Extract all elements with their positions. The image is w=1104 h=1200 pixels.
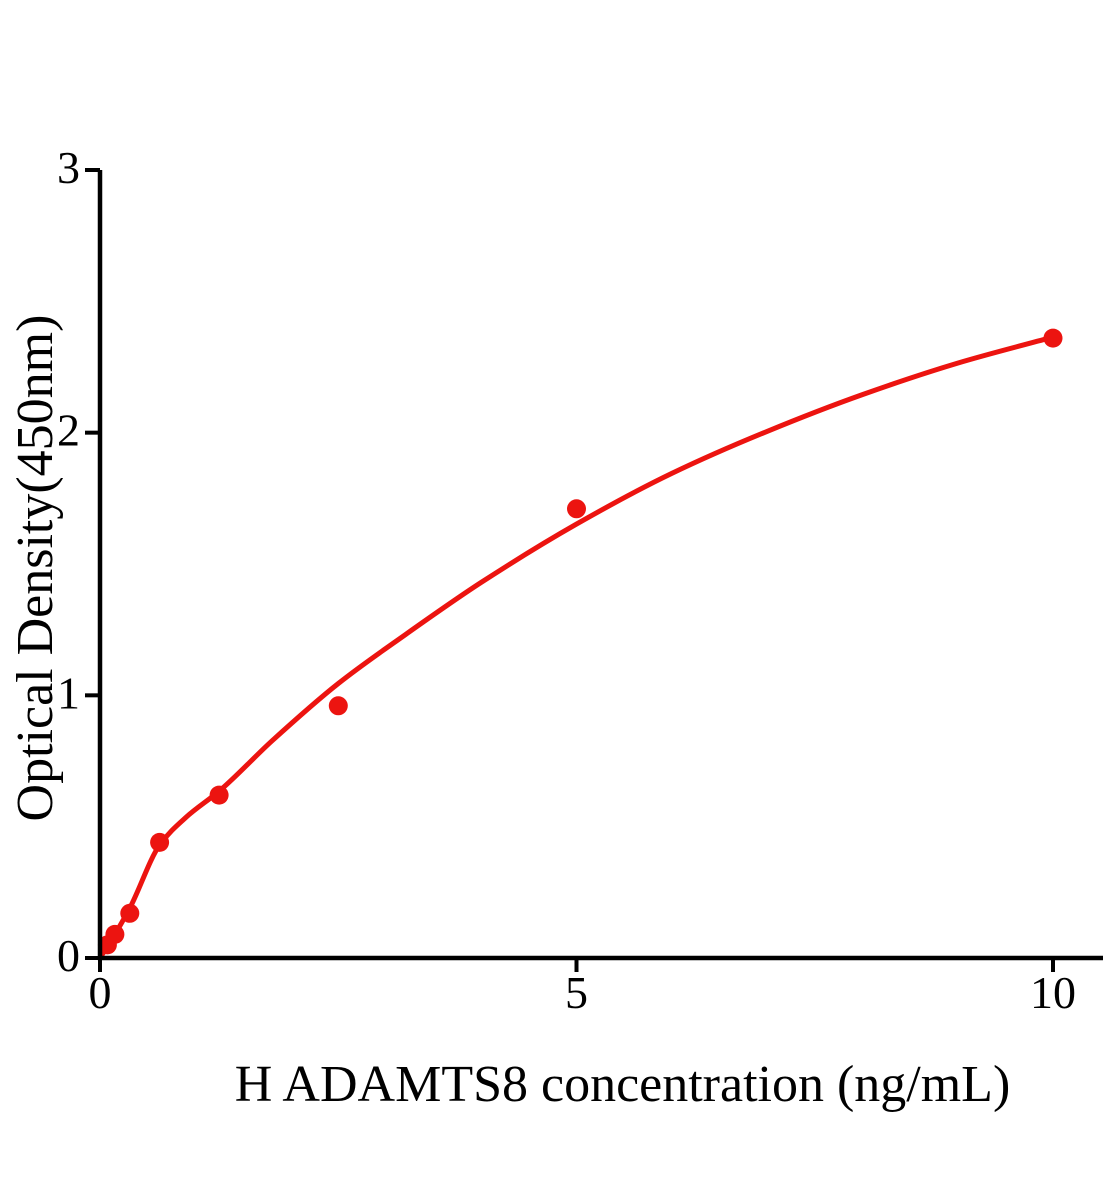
y-axis-title: Optical Density(450nm)	[7, 314, 64, 822]
fit-curve-path	[97, 334, 1056, 961]
data-point	[209, 785, 229, 805]
data-point	[120, 903, 140, 923]
data-point	[150, 832, 170, 852]
data-point	[328, 696, 348, 716]
x-tick-label: 0	[89, 967, 112, 1018]
y-tick-label: 0	[57, 930, 80, 981]
data-point	[1043, 328, 1063, 348]
x-tick-label: 10	[1030, 967, 1076, 1018]
data-point	[567, 499, 586, 519]
x-axis-title: H ADAMTS8 concentration (ng/mL)	[234, 1056, 1011, 1113]
axes-spines	[97, 170, 1103, 961]
y-tick-label: 1	[57, 667, 80, 718]
data-point	[105, 924, 125, 944]
y-tick-label: 3	[57, 142, 80, 193]
x-tick-label: 5	[565, 967, 588, 1018]
y-tick-label: 2	[57, 405, 80, 456]
